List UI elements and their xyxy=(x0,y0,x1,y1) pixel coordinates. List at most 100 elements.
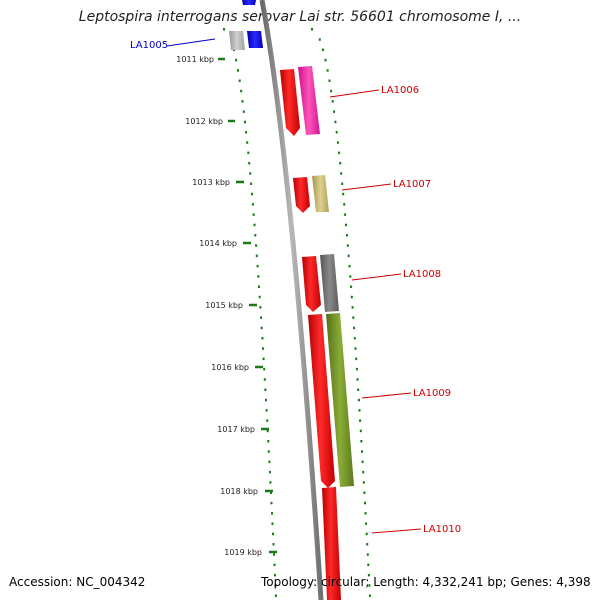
ruler-dot xyxy=(270,491,272,494)
ruler-label: 1019 kbp xyxy=(224,548,262,557)
ruler-dot xyxy=(365,522,368,525)
cog-feature xyxy=(326,313,354,487)
ruler-dot xyxy=(349,275,352,278)
ruler-dot xyxy=(359,419,362,422)
ruler-dot xyxy=(352,316,355,319)
ruler-dot xyxy=(368,594,371,597)
ruler-dot xyxy=(252,213,255,216)
ruler-dot xyxy=(257,275,260,278)
ruler-dot xyxy=(355,367,358,371)
chromosome-backbone xyxy=(259,0,324,600)
ruler-dot xyxy=(258,285,260,288)
ruler-dot xyxy=(240,89,243,93)
ruler-dot xyxy=(249,172,252,175)
ruler-dot xyxy=(260,316,263,319)
gene-la1010[interactable] xyxy=(322,487,341,600)
ruler-dot xyxy=(350,285,353,288)
ruler-dot xyxy=(351,306,354,309)
ruler-dot xyxy=(263,378,266,381)
ruler-label: 1016 kbp xyxy=(211,363,249,372)
ruler-dot xyxy=(354,347,357,350)
label-leader-line xyxy=(166,38,216,47)
ruler-dot xyxy=(362,481,365,484)
ruler-dot xyxy=(265,409,268,412)
label-leader-line xyxy=(351,273,402,281)
gene-label-la1008[interactable]: LA1008 xyxy=(403,269,441,280)
ruler-label: 1015 kbp xyxy=(205,301,243,310)
ruler-dot xyxy=(359,429,362,433)
ruler-dot xyxy=(345,223,347,227)
ruler-dot xyxy=(254,234,257,237)
ruler-dot xyxy=(366,553,369,556)
ruler-label: 1013 kbp xyxy=(192,178,230,187)
gene-la1005[interactable] xyxy=(229,0,263,50)
gene-la1006[interactable] xyxy=(280,66,320,136)
ruler-dot xyxy=(361,450,363,453)
cog-feature xyxy=(312,175,329,212)
accession-text: Accession: NC_004342 xyxy=(9,575,146,589)
cds-feature xyxy=(242,0,256,5)
ruler-dot xyxy=(368,584,371,587)
ruler-dot xyxy=(266,429,269,433)
ruler-dot xyxy=(250,182,253,185)
ruler-dot xyxy=(335,131,338,134)
ruler-dot xyxy=(265,398,267,402)
gene-label-la1007[interactable]: LA1007 xyxy=(393,179,431,190)
ruler-dot xyxy=(355,357,358,361)
ruler-dot xyxy=(247,151,250,155)
ruler-dot xyxy=(344,213,347,216)
gene-label-la1006[interactable]: LA1006 xyxy=(381,85,419,96)
ruler-dot xyxy=(245,131,248,134)
gene-la1008[interactable] xyxy=(302,254,339,312)
ruler-dot xyxy=(324,58,327,62)
ruler-dot xyxy=(272,543,275,546)
ruler-dot xyxy=(356,378,359,381)
ruler-dot xyxy=(347,254,350,258)
label-leader-line xyxy=(361,392,412,399)
ruler-dot xyxy=(358,409,361,412)
ruler-dot xyxy=(273,563,276,567)
cds-feature xyxy=(308,314,335,488)
ruler-dot xyxy=(364,501,366,505)
ruler-dot xyxy=(235,58,238,62)
ruler-dotted-lines xyxy=(223,28,371,597)
cds-feature xyxy=(302,256,321,312)
label-leader-line xyxy=(329,89,380,98)
ruler-dot xyxy=(367,573,370,577)
ruler-dot xyxy=(253,223,256,227)
ruler-dot xyxy=(255,244,258,247)
gene-la1009[interactable] xyxy=(308,313,354,488)
ruler-dot xyxy=(345,234,348,237)
ruler-dot xyxy=(350,295,353,299)
summary-text: Topology: circular; Length: 4,332,241 bp… xyxy=(261,575,591,589)
ruler-dot xyxy=(311,28,313,31)
ruler-dot xyxy=(267,440,270,443)
ruler-dot xyxy=(353,337,356,340)
ruler-dot xyxy=(328,79,331,82)
gene-label-la1010[interactable]: LA1010 xyxy=(423,524,461,535)
gene-labels: LA1005 LA1006 LA1007 LA1008 LA1009 LA101… xyxy=(130,38,461,535)
gene-la1007[interactable] xyxy=(293,175,329,213)
ruler-dot xyxy=(263,367,266,371)
cds-feature xyxy=(322,487,341,600)
ruler-dot xyxy=(223,28,225,31)
ruler-dot xyxy=(339,161,342,165)
ruler-dot xyxy=(241,100,244,103)
gene-label-la1009[interactable]: LA1009 xyxy=(413,388,451,399)
ruler-dot xyxy=(274,594,277,597)
ruler-dot xyxy=(244,120,246,124)
ruler-dot xyxy=(340,172,343,175)
ruler-label: 1017 kbp xyxy=(217,425,255,434)
ruler-dot xyxy=(266,419,269,422)
ruler-dot xyxy=(331,100,334,103)
ruler-dot xyxy=(238,79,241,82)
ruler-label: 1012 kbp xyxy=(185,117,223,126)
ruler-dot xyxy=(270,501,273,505)
ruler-dot xyxy=(271,512,273,515)
ruler-dot xyxy=(260,326,263,330)
ruler-dot xyxy=(357,388,360,391)
ruler-dot xyxy=(360,440,363,443)
ruler-dot xyxy=(262,347,264,350)
gene-label-la1005[interactable]: LA1005 xyxy=(130,40,168,51)
ruler-dot xyxy=(255,254,258,258)
